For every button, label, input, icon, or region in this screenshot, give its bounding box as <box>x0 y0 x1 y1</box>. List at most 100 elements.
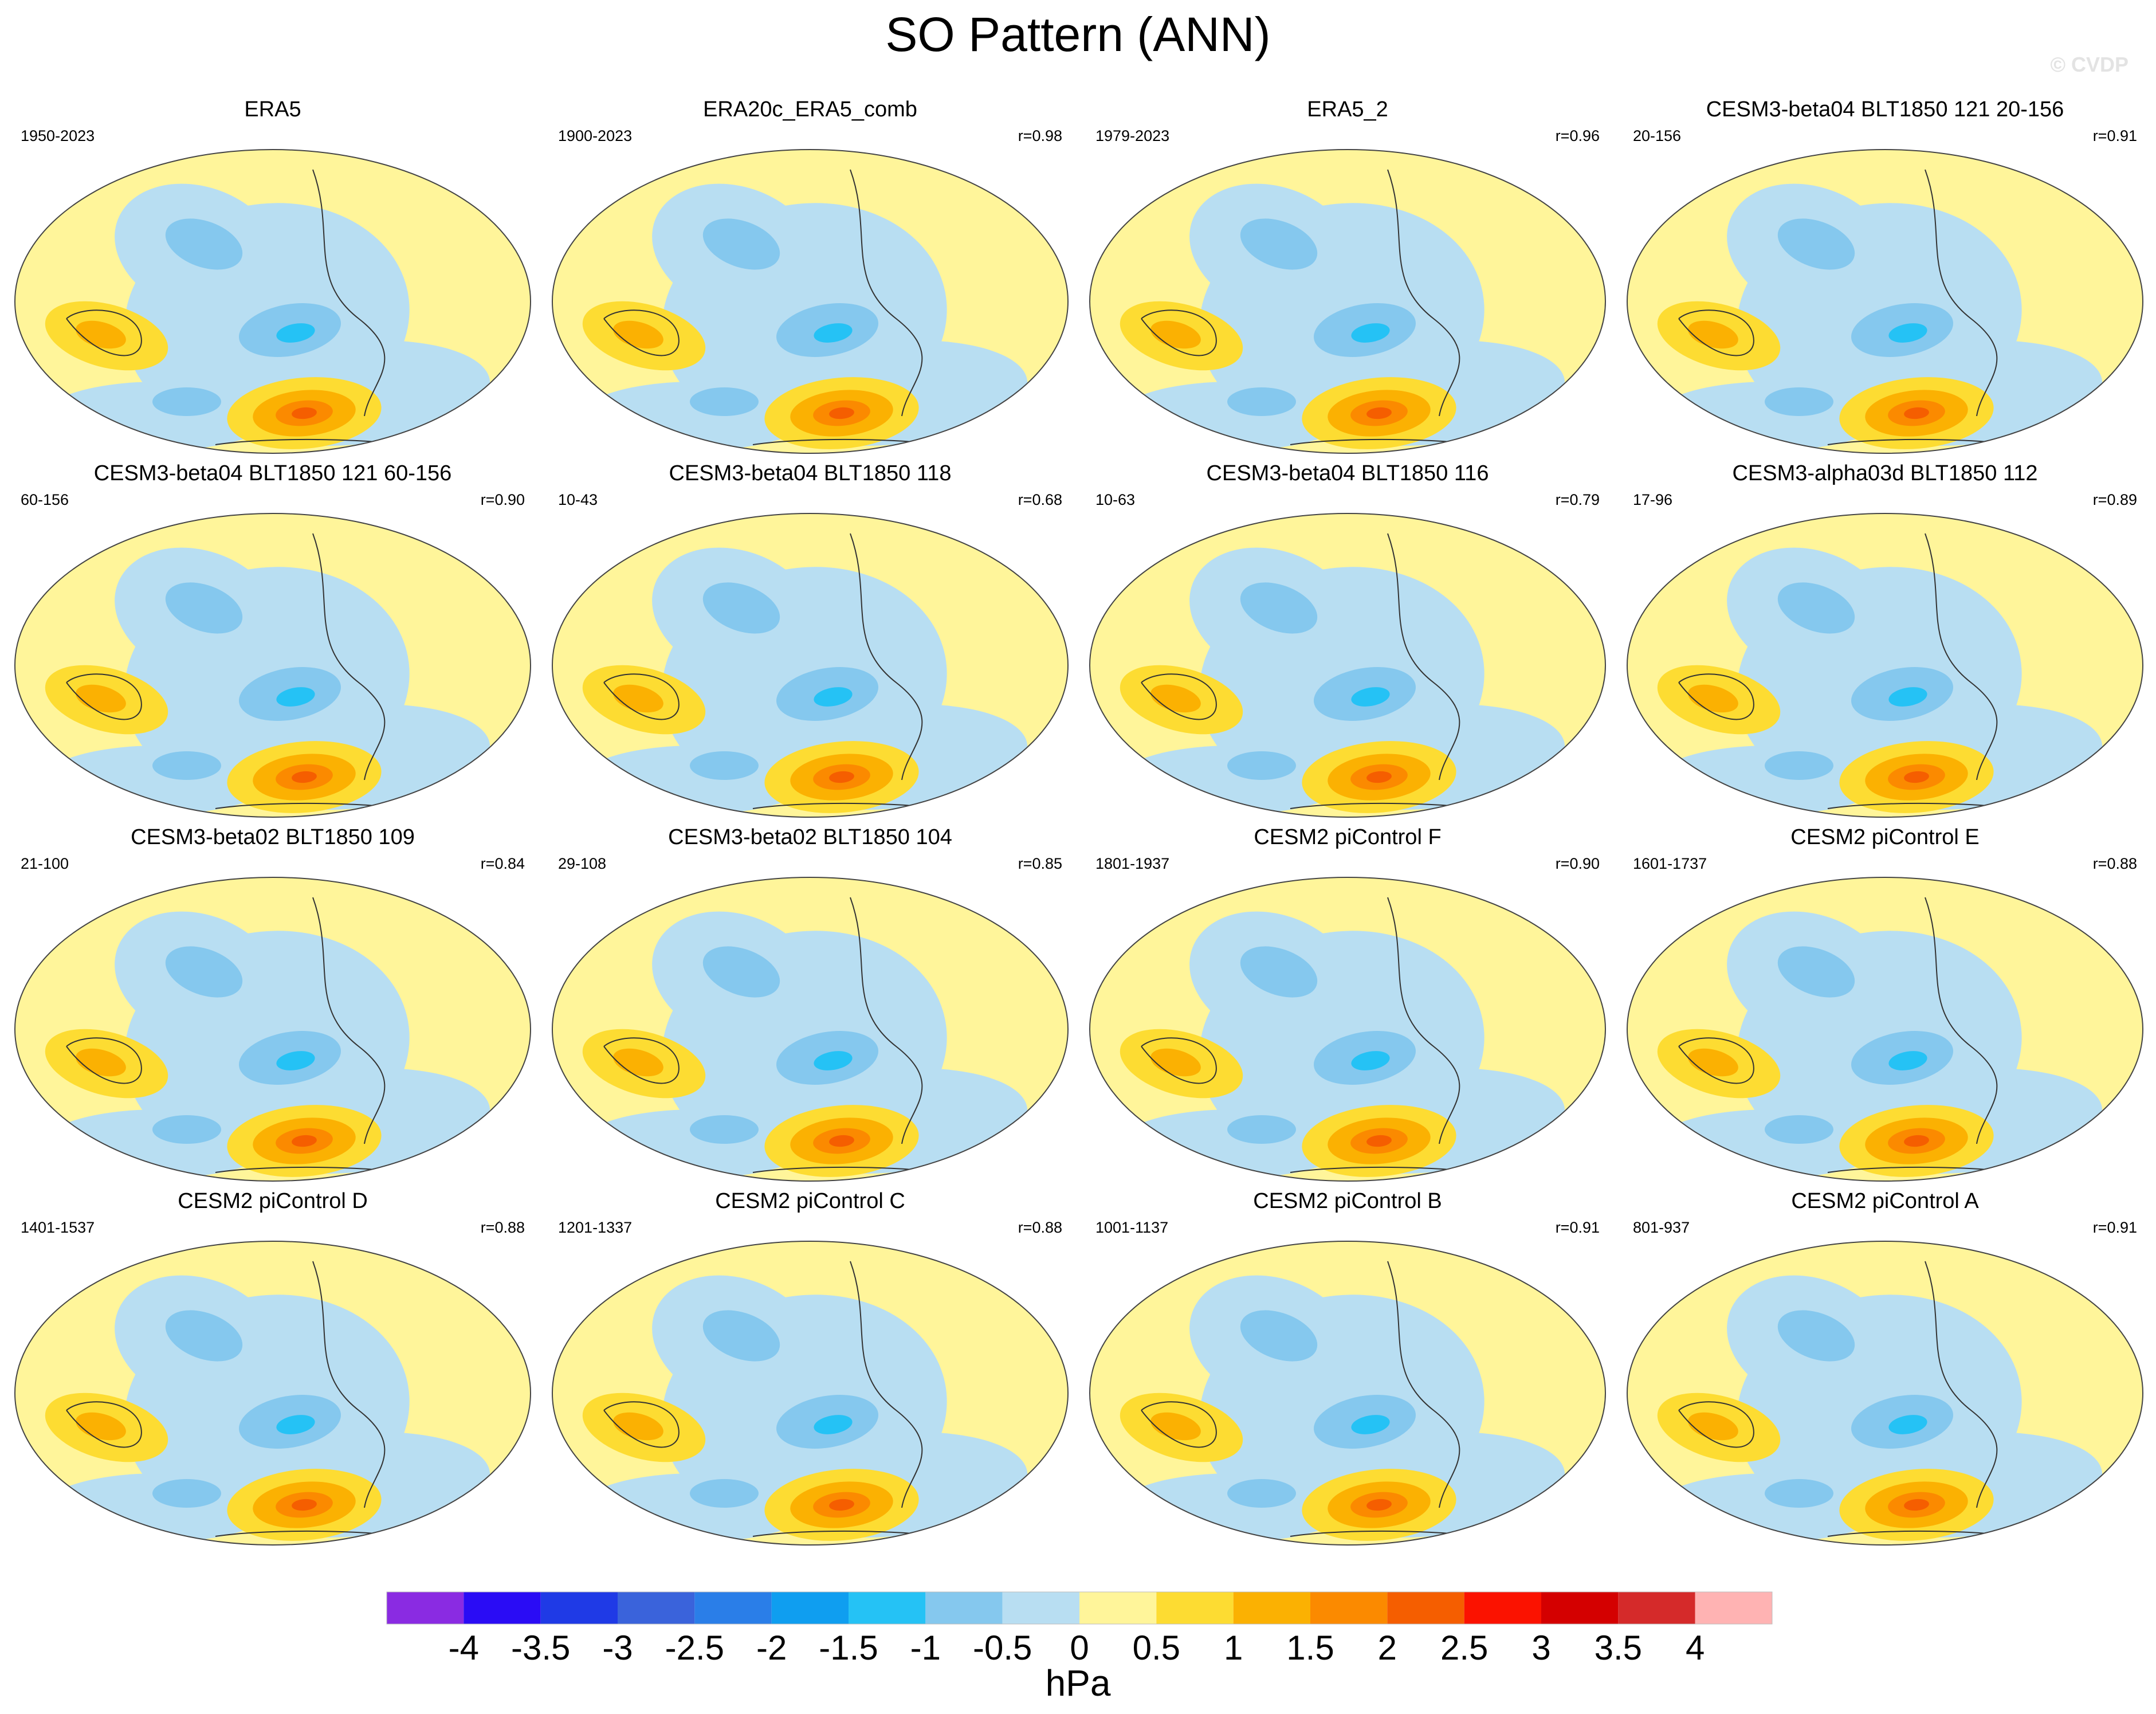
panel-title: CESM2 piControl B <box>1253 1189 1442 1213</box>
map-panel: CESM3-beta02 BLT1850 104 29-108 r=0.85 <box>548 825 1073 1186</box>
figure-title: SO Pattern (ANN) <box>885 7 1271 61</box>
colorbar-swatch <box>1387 1592 1464 1624</box>
colorbar-swatch <box>387 1592 464 1624</box>
colorbar-tick-label: -1.5 <box>819 1629 878 1662</box>
map-panel: CESM2 piControl E 1601-1737 r=0.88 <box>1623 825 2147 1186</box>
colorbar-tick-label: -2.5 <box>665 1629 724 1662</box>
colorbar-tick-label: -3.5 <box>511 1629 570 1662</box>
panel-title: ERA20c_ERA5_comb <box>703 97 917 121</box>
panel-title: CESM3-beta02 BLT1850 104 <box>668 825 952 849</box>
colorbar-tick-label: 0.5 <box>1133 1629 1180 1662</box>
panel-correlation: r=0.88 <box>2092 855 2137 872</box>
panel-years: 10-43 <box>558 491 598 508</box>
colorbar-swatch <box>694 1592 772 1624</box>
map-plot <box>14 1241 531 1546</box>
colorbar-swatch <box>1002 1592 1079 1624</box>
panel-correlation: r=0.91 <box>2092 1219 2137 1236</box>
panel-years: 17-96 <box>1633 491 1673 508</box>
map-plot <box>1627 1241 2143 1546</box>
map-plot <box>552 877 1069 1182</box>
panel-title: ERA5 <box>244 97 301 121</box>
map-panel: CESM2 piControl D 1401-1537 r=0.88 <box>10 1189 535 1550</box>
panel-correlation: r=0.90 <box>1555 855 1600 872</box>
panel-correlation: r=0.91 <box>2092 127 2137 144</box>
panel-years: 801-937 <box>1633 1219 1690 1236</box>
colorbar-tick-label: 1 <box>1224 1629 1243 1662</box>
colorbar-swatch <box>771 1592 849 1624</box>
colorbar-swatch <box>540 1592 618 1624</box>
panel-title: CESM2 piControl E <box>1790 825 1980 849</box>
colorbar-tick-label: -1 <box>910 1629 941 1662</box>
panel-title: CESM2 piControl D <box>178 1189 368 1213</box>
panel-correlation: r=0.91 <box>1555 1219 1600 1236</box>
colorbar-tick-label: -3 <box>602 1629 633 1662</box>
colorbar-tick-label: 0 <box>1070 1629 1089 1662</box>
panel-years: 1401-1537 <box>21 1219 95 1236</box>
panel-years: 1979-2023 <box>1095 127 1170 144</box>
map-plot <box>14 149 531 454</box>
panel-years: 60-156 <box>21 491 69 508</box>
panel-years: 21-100 <box>21 855 69 872</box>
map-panel: CESM2 piControl A 801-937 r=0.91 <box>1623 1189 2147 1550</box>
panel-title: CESM3-beta02 BLT1850 109 <box>131 825 415 849</box>
map-panel: CESM3-alpha03d BLT1850 112 17-96 r=0.89 <box>1623 461 2147 822</box>
colorbar-tick-label: 2.5 <box>1440 1629 1488 1662</box>
panel-correlation: r=0.88 <box>1018 1219 1062 1236</box>
panel-correlation: r=0.90 <box>480 491 525 508</box>
panel-years: 20-156 <box>1633 127 1682 144</box>
colorbar-tick-label: -2 <box>756 1629 787 1662</box>
map-panel: CESM2 piControl B 1001-1137 r=0.91 <box>1085 1189 1610 1550</box>
colorbar-swatch <box>618 1592 695 1624</box>
panel-title: CESM2 piControl C <box>715 1189 905 1213</box>
map-panel: ERA5 1950-2023 <box>10 97 535 458</box>
panel-correlation: r=0.85 <box>1018 855 1062 872</box>
map-plot <box>552 513 1069 818</box>
colorbar-swatch <box>925 1592 1003 1624</box>
colorbar-tick-label: 2 <box>1378 1629 1397 1662</box>
map-plot <box>1627 149 2143 454</box>
panel-title: ERA5_2 <box>1307 97 1388 121</box>
panel-correlation: r=0.84 <box>480 855 525 872</box>
map-panel: CESM3-beta02 BLT1850 109 21-100 r=0.84 <box>10 825 535 1186</box>
panel-title: CESM3-alpha03d BLT1850 112 <box>1732 461 2038 485</box>
panel-title: CESM3-beta04 BLT1850 121 20-156 <box>1706 97 2064 121</box>
map-plot <box>552 149 1069 454</box>
colorbar-tick-label: -0.5 <box>973 1629 1032 1662</box>
map-plot <box>552 1241 1069 1546</box>
cvdp-credit: © CVDP <box>2050 53 2128 76</box>
map-panel: CESM3-beta04 BLT1850 118 10-43 r=0.68 <box>548 461 1073 822</box>
panel-years: 1201-1337 <box>558 1219 633 1236</box>
map-plot <box>1089 1241 1606 1546</box>
colorbar-swatch <box>849 1592 926 1624</box>
map-plot <box>14 513 531 818</box>
colorbar-swatch <box>1156 1592 1234 1624</box>
map-panel: CESM2 piControl F 1801-1937 r=0.90 <box>1085 825 1610 1186</box>
map-panel: ERA20c_ERA5_comb 1900-2023 r=0.98 <box>548 97 1073 458</box>
panel-years: 10-63 <box>1095 491 1136 508</box>
panel-years: 1950-2023 <box>21 127 95 144</box>
map-plot <box>1089 149 1606 454</box>
panel-correlation: r=0.79 <box>1555 491 1600 508</box>
colorbar-swatch <box>464 1592 541 1624</box>
panel-title: CESM2 piControl A <box>1791 1189 1979 1213</box>
colorbar-swatch <box>1541 1592 1619 1624</box>
colorbar-tick-label: 1.5 <box>1286 1629 1334 1662</box>
panel-title: CESM3-beta04 BLT1850 121 60-156 <box>93 461 452 485</box>
panel-title: CESM3-beta04 BLT1850 118 <box>669 461 952 485</box>
colorbar-units: hPa <box>1045 1662 1111 1704</box>
map-plot <box>1089 513 1606 818</box>
map-panel: CESM3-beta04 BLT1850 121 20-156 20-156 r=0… <box>1623 97 2147 458</box>
colorbar-swatch <box>1079 1592 1157 1624</box>
colorbar-swatch <box>1464 1592 1541 1624</box>
panel-years: 1001-1137 <box>1095 1219 1169 1236</box>
panel-title: CESM3-beta04 BLT1850 116 <box>1206 461 1489 485</box>
colorbar-tick-label: 3 <box>1531 1629 1550 1662</box>
panel-years: 1801-1937 <box>1095 855 1170 872</box>
panel-years: 29-108 <box>558 855 607 872</box>
map-panel: CESM3-beta04 BLT1850 116 10-63 r=0.79 <box>1085 461 1610 822</box>
panel-correlation: r=0.68 <box>1018 491 1062 508</box>
panel-years: 1900-2023 <box>558 127 633 144</box>
map-panel: CESM2 piControl C 1201-1337 r=0.88 <box>548 1189 1073 1550</box>
colorbar-tick-label: -4 <box>449 1629 479 1662</box>
panel-years: 1601-1737 <box>1633 855 1707 872</box>
